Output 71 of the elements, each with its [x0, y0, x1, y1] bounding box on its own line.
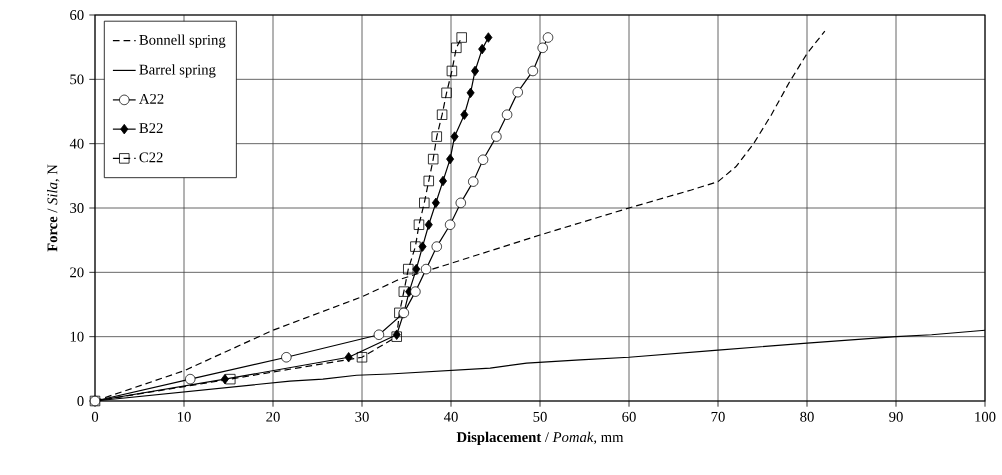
- point: [478, 43, 487, 55]
- legend-label: Barrel spring: [139, 64, 216, 78]
- point: [466, 87, 475, 99]
- point: [412, 263, 421, 275]
- point: [441, 87, 452, 99]
- point: [471, 65, 480, 77]
- y-axis-title: Force / Sila, N: [47, 164, 60, 252]
- x-axis-title: Displacement / Pomak, mm: [456, 431, 624, 446]
- point: [501, 109, 513, 120]
- x-tick-label: 50: [533, 411, 547, 422]
- point: [428, 153, 439, 165]
- x-tick-label: 0: [91, 411, 99, 422]
- point: [394, 307, 405, 319]
- point: [410, 241, 421, 252]
- x-tick-label: 10: [177, 411, 191, 422]
- point: [460, 109, 469, 120]
- legend-label: A22: [139, 93, 164, 104]
- x-tick-label: 100: [975, 411, 996, 422]
- y-tick-label: 60: [70, 10, 84, 20]
- point: [356, 352, 368, 363]
- point: [537, 42, 548, 54]
- point: [431, 241, 442, 252]
- point: [527, 65, 539, 77]
- legend-label: C22: [139, 152, 163, 163]
- point: [423, 175, 434, 187]
- point: [456, 32, 467, 43]
- point: [491, 131, 502, 142]
- point: [446, 65, 458, 77]
- point: [410, 286, 421, 297]
- point: [468, 176, 479, 187]
- point: [431, 197, 440, 209]
- y-tick-label: 0: [77, 396, 84, 406]
- point: [403, 263, 414, 275]
- x-tick-label: 80: [800, 411, 814, 422]
- x-tick-label: 30: [355, 411, 369, 422]
- y-tick-label: 20: [70, 267, 84, 278]
- y-tick-label: 30: [70, 203, 84, 213]
- point: [373, 329, 385, 340]
- point: [438, 175, 447, 187]
- point: [446, 153, 455, 165]
- x-tick-label: 90: [889, 411, 903, 422]
- point: [451, 42, 462, 54]
- point: [220, 373, 229, 385]
- point: [344, 352, 353, 363]
- point: [419, 197, 430, 209]
- x-tick-label: 70: [711, 411, 725, 422]
- point: [450, 131, 459, 142]
- point: [185, 373, 196, 385]
- point: [225, 373, 236, 385]
- point: [398, 286, 410, 297]
- point: [484, 32, 493, 43]
- x-tick-label: 60: [622, 411, 636, 422]
- point: [418, 241, 427, 252]
- x-tick-label: 40: [443, 411, 458, 422]
- legend-label: Bonnell spring: [139, 34, 226, 48]
- point: [431, 131, 442, 142]
- y-tick-label: 50: [70, 74, 84, 85]
- point: [420, 263, 432, 275]
- point: [542, 32, 554, 43]
- point: [436, 109, 448, 120]
- legend-label: B22: [139, 123, 163, 133]
- x-tick-label: 20: [266, 411, 280, 422]
- y-tick-label: 10: [70, 331, 84, 342]
- point: [512, 87, 523, 98]
- point: [424, 219, 433, 230]
- y-tick-label: 40: [69, 138, 84, 149]
- point: [455, 197, 466, 209]
- point: [444, 219, 456, 230]
- point: [477, 154, 489, 165]
- point: [413, 219, 425, 230]
- point: [281, 352, 292, 363]
